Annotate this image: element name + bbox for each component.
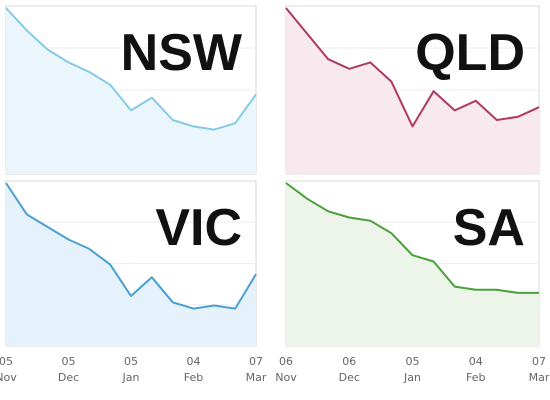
x-tick-label: 07: [532, 355, 546, 368]
x-tick-sublabel: Dec: [58, 371, 79, 384]
x-tick-label: 06: [342, 355, 356, 368]
series-line-sa: [285, 182, 539, 294]
x-tick-label: 05: [124, 355, 138, 368]
chart-panel-nsw: NSW: [5, 5, 257, 175]
series-area-sa: [286, 183, 539, 346]
x-tick-label: 05: [0, 355, 13, 368]
x-axis-ticks-sa: 06 Nov 06 Dec 05 Jan 04 Feb 07 Mar: [275, 355, 550, 384]
x-tick-sublabel: Feb: [466, 371, 485, 384]
region-label-sa: SA: [453, 199, 525, 257]
x-tick-sublabel: Jan: [403, 371, 421, 384]
x-tick-sublabel: Nov: [275, 371, 297, 384]
x-tick-label: 07: [249, 355, 263, 368]
chart-panel-vic: VIC 05 Nov 05 Dec 05 Jan 04 Feb 07 Mar: [0, 180, 267, 384]
chart-panel-sa: SA 06 Nov 06 Dec 05 Jan 04 Feb 07 Mar: [275, 180, 550, 384]
series-area-qld: [286, 8, 539, 174]
region-label-vic: VIC: [155, 199, 242, 257]
x-tick-label: 06: [279, 355, 293, 368]
series-line-vic: [5, 182, 257, 310]
x-tick-label: 05: [62, 355, 76, 368]
chart-panel-qld: QLD: [285, 5, 540, 175]
series-area-vic: [6, 183, 256, 346]
x-tick-label: 04: [187, 355, 201, 368]
x-tick-sublabel: Dec: [339, 371, 360, 384]
x-tick-label: 04: [469, 355, 483, 368]
x-tick-label: 05: [406, 355, 420, 368]
series-area-nsw: [6, 8, 256, 174]
x-tick-sublabel: Mar: [246, 371, 267, 384]
region-label-nsw: NSW: [121, 24, 243, 82]
series-line-qld: [285, 7, 540, 128]
x-tick-sublabel: Nov: [0, 371, 17, 384]
x-tick-sublabel: Feb: [184, 371, 203, 384]
x-tick-sublabel: Jan: [122, 371, 140, 384]
series-line-nsw: [5, 7, 257, 131]
x-tick-sublabel: Mar: [529, 371, 550, 384]
region-label-qld: QLD: [415, 24, 525, 82]
x-axis-ticks-vic: 05 Nov 05 Dec 05 Jan 04 Feb 07 Mar: [0, 355, 267, 384]
